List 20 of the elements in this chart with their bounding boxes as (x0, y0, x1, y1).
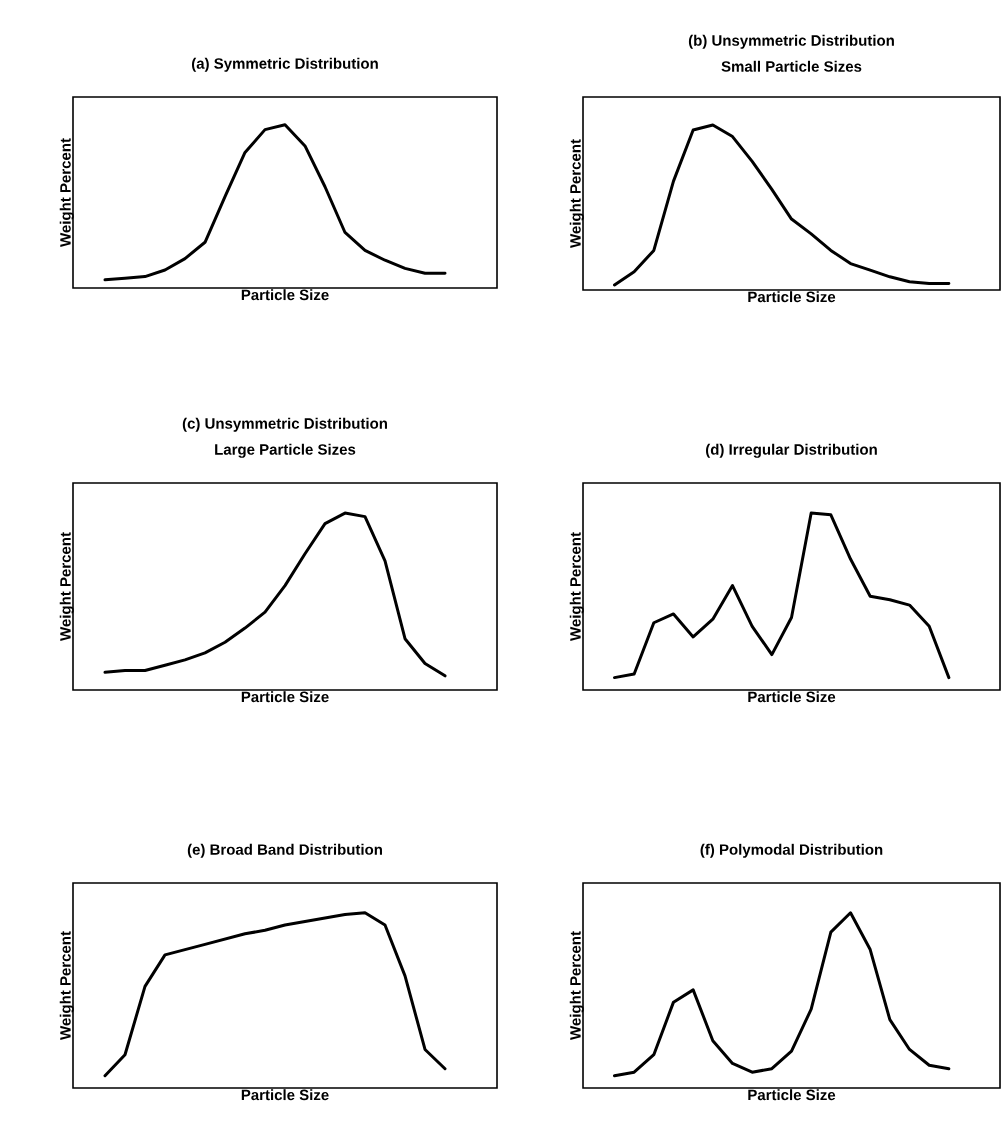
x-axis-title: Particle Size (241, 289, 329, 301)
chart-title: (c) Unsymmetric Distribution (182, 417, 387, 432)
y-axis-title: Weight Percent (59, 532, 74, 641)
y-axis-title: Weight Percent (569, 931, 584, 1040)
chart-title: (b) Unsymmetric Distribution (688, 34, 894, 49)
chart-subtitle: Large Particle Sizes (215, 443, 356, 458)
x-axis-title: Particle Size (748, 291, 836, 303)
y-axis-title: Weight Percent (569, 532, 584, 641)
x-axis-title: Particle Size (241, 1089, 329, 1101)
x-axis-title: Particle Size (748, 691, 836, 703)
chart-title: (a) Symmetric Distribution (191, 57, 378, 72)
chart-title: (e) Broad Band Distribution (187, 843, 382, 858)
chart-subtitle: Small Particle Sizes (721, 60, 862, 72)
x-axis-title: Particle Size (241, 691, 329, 703)
chart-title: (f) Polymodal Distribution (700, 843, 883, 858)
x-axis-title: Particle Size (748, 1089, 836, 1101)
chart-title: (d) Irregular Distribution (706, 443, 877, 458)
y-axis-title: Weight Percent (59, 138, 74, 247)
y-axis-title: Weight Percent (569, 139, 584, 248)
y-axis-title: Weight Percent (59, 931, 74, 1040)
